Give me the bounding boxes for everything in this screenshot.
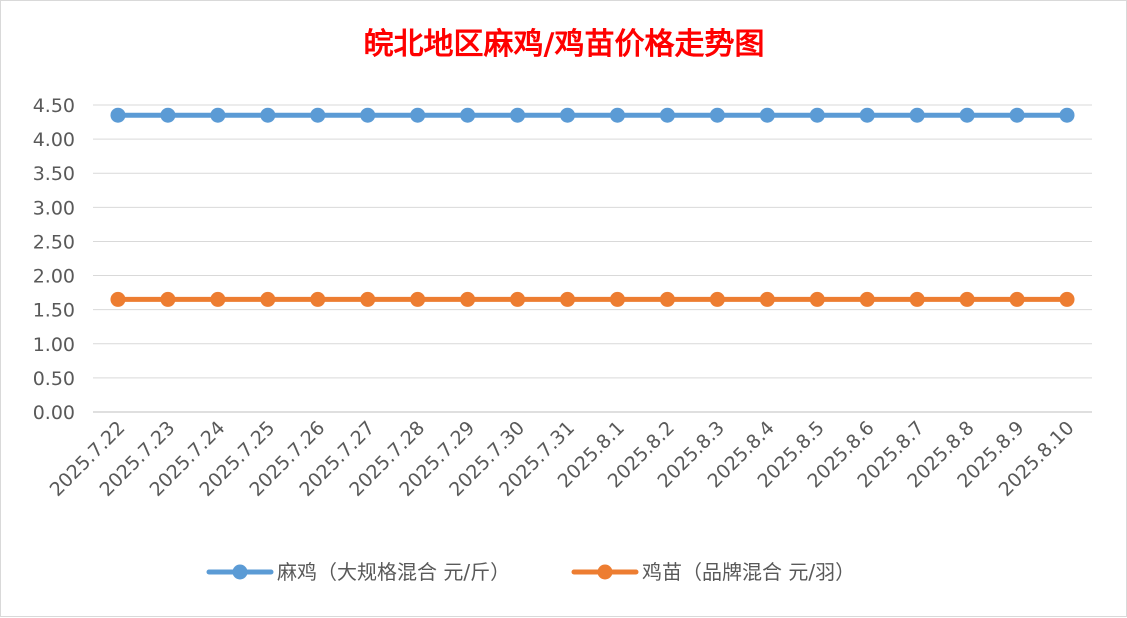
data-point-series-2	[260, 291, 276, 307]
data-point-series-1	[260, 107, 276, 123]
data-point-series-1	[410, 107, 426, 123]
gridlines	[93, 104, 1092, 413]
data-point-series-2	[110, 291, 126, 307]
y-tick-label: 2.50	[33, 231, 75, 253]
data-point-series-1	[1059, 107, 1075, 123]
data-point-series-1	[659, 107, 675, 123]
data-point-series-2	[310, 291, 326, 307]
y-axis: 0.00 0.50 1.00 1.50 2.00 2.50 3.00 3.50 4.00 4.50	[33, 95, 75, 424]
plot-series	[110, 107, 1075, 307]
y-tick-label: 4.50	[33, 95, 75, 117]
y-tick-label: 1.50	[33, 300, 75, 322]
data-point-series-1	[160, 107, 176, 123]
data-point-series-1	[709, 107, 725, 123]
data-point-series-2	[510, 291, 526, 307]
data-point-series-2	[859, 291, 875, 307]
y-tick-label: 1.00	[33, 334, 75, 356]
data-point-series-2	[410, 291, 426, 307]
data-point-series-1	[759, 107, 775, 123]
data-point-series-1	[560, 107, 576, 123]
data-point-series-1	[609, 107, 625, 123]
data-point-series-2	[360, 291, 376, 307]
y-tick-label: 0.50	[33, 368, 75, 390]
legend-label-2: 鸡苗（品牌混合 元/羽）	[642, 560, 855, 584]
data-point-series-1	[310, 107, 326, 123]
data-point-series-2	[1009, 291, 1025, 307]
data-point-series-1	[959, 107, 975, 123]
data-point-series-2	[759, 291, 775, 307]
data-point-series-2	[160, 291, 176, 307]
data-point-series-1	[360, 107, 376, 123]
y-tick-label: 0.00	[33, 402, 75, 424]
data-point-series-1	[809, 107, 825, 123]
data-point-series-1	[1009, 107, 1025, 123]
data-point-series-2	[709, 291, 725, 307]
legend-marker-1	[232, 564, 248, 580]
data-point-series-1	[460, 107, 476, 123]
y-tick-label: 3.00	[33, 197, 75, 219]
data-point-series-2	[659, 291, 675, 307]
data-point-series-1	[210, 107, 226, 123]
data-point-series-1	[859, 107, 875, 123]
data-point-series-1	[110, 107, 126, 123]
data-point-series-2	[460, 291, 476, 307]
data-point-series-1	[909, 107, 925, 123]
legend: 麻鸡（大规格混合 元/斤） 鸡苗（品牌混合 元/羽）	[206, 560, 855, 584]
y-tick-label: 2.00	[33, 266, 75, 288]
data-point-series-2	[609, 291, 625, 307]
data-point-series-2	[1059, 291, 1075, 307]
data-point-series-2	[560, 291, 576, 307]
data-point-series-2	[809, 291, 825, 307]
legend-marker-2	[597, 564, 613, 580]
y-tick-label: 3.50	[33, 163, 75, 185]
data-point-series-1	[510, 107, 526, 123]
data-point-series-2	[909, 291, 925, 307]
data-point-series-2	[210, 291, 226, 307]
y-tick-label: 4.00	[33, 129, 75, 151]
legend-label-1: 麻鸡（大规格混合 元/斤）	[277, 560, 510, 584]
chart-title: 皖北地区麻鸡/鸡苗价格走势图	[364, 27, 765, 62]
data-point-series-2	[959, 291, 975, 307]
x-axis: 2025.7.222025.7.232025.7.242025.7.252025…	[46, 417, 1079, 501]
